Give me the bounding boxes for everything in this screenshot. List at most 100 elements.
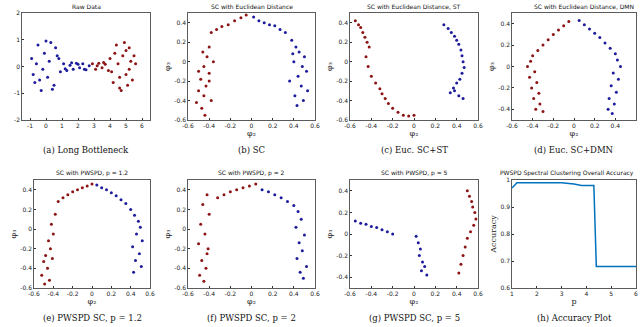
svg-text:6: 6 [140, 122, 144, 129]
svg-text:(f) PWSPD SC, p = 2: (f) PWSPD SC, p = 2 [207, 313, 296, 323]
svg-text:0: 0 [344, 58, 348, 65]
svg-text:6: 6 [634, 290, 638, 297]
svg-text:-0.2: -0.2 [336, 77, 348, 84]
svg-text:0.4: 0.4 [452, 122, 462, 129]
svg-text:0.2: 0.2 [500, 41, 510, 48]
svg-text:-0.4: -0.4 [365, 290, 377, 297]
svg-text:0.8: 0.8 [500, 230, 510, 237]
svg-text:φ₃: φ₃ [325, 230, 334, 239]
svg-text:(g) PWSPD SC, p = 5: (g) PWSPD SC, p = 5 [369, 313, 460, 323]
svg-text:0: 0 [344, 230, 348, 237]
svg-text:1: 1 [506, 176, 510, 183]
svg-text:0.4: 0.4 [338, 187, 348, 194]
svg-text:φ₂: φ₂ [410, 129, 419, 138]
svg-text:0: 0 [44, 122, 48, 129]
svg-text:(h) Accuracy Plot: (h) Accuracy Plot [537, 313, 612, 323]
svg-text:-0.4: -0.4 [336, 97, 348, 104]
svg-text:SC with Euclidean Distance, DM: SC with Euclidean Distance, DMN [534, 3, 634, 10]
svg-text:-0.4: -0.4 [20, 264, 32, 271]
svg-text:0.6: 0.6 [145, 290, 155, 297]
svg-text:0.4: 0.4 [22, 186, 32, 193]
svg-text:-0.4: -0.4 [498, 105, 510, 112]
svg-text:0.2: 0.2 [176, 206, 186, 213]
svg-text:3: 3 [92, 122, 96, 129]
svg-text:(a) Long Bottleneck: (a) Long Bottleneck [43, 145, 129, 155]
svg-text:0.7: 0.7 [500, 257, 510, 264]
svg-text:-0.6: -0.6 [336, 116, 348, 123]
svg-text:-0.6: -0.6 [182, 122, 194, 129]
svg-text:SC with PWSPD, p = 1.2: SC with PWSPD, p = 1.2 [56, 169, 128, 177]
svg-text:4: 4 [108, 122, 112, 129]
svg-text:0.4: 0.4 [176, 19, 186, 26]
svg-text:0: 0 [250, 290, 254, 297]
svg-text:-0.6: -0.6 [20, 284, 32, 291]
svg-text:0.4: 0.4 [289, 290, 299, 297]
svg-text:0.4: 0.4 [126, 290, 136, 297]
svg-text:-0.4: -0.4 [174, 264, 186, 271]
svg-text:φ₃: φ₃ [9, 230, 18, 239]
svg-text:(c) Euc. SC+ST: (c) Euc. SC+ST [381, 145, 448, 155]
svg-text:-0.4: -0.4 [365, 122, 377, 129]
svg-text:-0.6: -0.6 [174, 116, 186, 123]
svg-text:p: p [571, 297, 576, 306]
svg-text:0: 0 [28, 225, 32, 232]
svg-text:φ₃: φ₃ [325, 62, 334, 71]
svg-text:φ₂: φ₂ [247, 129, 256, 138]
svg-text:0.4: 0.4 [176, 186, 186, 193]
svg-text:0: 0 [90, 290, 94, 297]
svg-text:-0.4: -0.4 [47, 290, 59, 297]
svg-text:0.2: 0.2 [590, 122, 600, 129]
svg-text:0.2: 0.2 [176, 38, 186, 45]
svg-text:5: 5 [609, 290, 613, 297]
svg-text:0.2: 0.2 [338, 209, 348, 216]
svg-text:0: 0 [182, 58, 186, 65]
svg-text:SC with PWSPD, p = 5: SC with PWSPD, p = 5 [381, 169, 448, 177]
svg-text:-0.2: -0.2 [336, 252, 348, 259]
svg-text:0: 0 [182, 225, 186, 232]
svg-text:SC with PWSPD, p = 2: SC with PWSPD, p = 2 [218, 169, 285, 177]
svg-text:φ₃: φ₃ [163, 230, 172, 239]
svg-text:0.6: 0.6 [310, 122, 320, 129]
svg-text:-0.6: -0.6 [182, 290, 194, 297]
svg-text:φ₂: φ₂ [247, 297, 256, 306]
svg-text:4: 4 [584, 290, 588, 297]
svg-text:2: 2 [16, 9, 20, 16]
svg-text:-0.2: -0.2 [67, 290, 79, 297]
svg-text:0.6: 0.6 [473, 122, 483, 129]
svg-text:0: 0 [412, 290, 416, 297]
svg-text:-0.4: -0.4 [203, 122, 215, 129]
svg-text:0.2: 0.2 [338, 38, 348, 45]
svg-text:0.4: 0.4 [338, 19, 348, 26]
svg-text:0.2: 0.2 [431, 122, 441, 129]
svg-text:0.6: 0.6 [310, 290, 320, 297]
svg-text:0.2: 0.2 [268, 290, 278, 297]
svg-text:φ₂: φ₂ [88, 297, 97, 306]
svg-text:0: 0 [572, 122, 576, 129]
svg-text:-0.4: -0.4 [527, 122, 539, 129]
svg-text:φ₂: φ₂ [570, 129, 579, 138]
svg-text:0.9: 0.9 [500, 203, 510, 210]
svg-text:SC with Euclidean Distance: SC with Euclidean Distance [211, 3, 293, 10]
svg-text:-0.2: -0.2 [224, 290, 236, 297]
svg-text:-0.2: -0.2 [498, 84, 510, 91]
svg-text:0.2: 0.2 [268, 122, 278, 129]
svg-text:-0.2: -0.2 [387, 122, 399, 129]
svg-text:PWSPD Spectral Clustering Over: PWSPD Spectral Clustering Overall Accura… [500, 169, 634, 177]
svg-text:Accuracy: Accuracy [489, 215, 498, 254]
svg-text:-1: -1 [27, 122, 33, 129]
svg-text:-0.2: -0.2 [224, 122, 236, 129]
svg-text:0: 0 [16, 63, 20, 70]
svg-text:(d) Euc. SC+DMN: (d) Euc. SC+DMN [534, 145, 614, 155]
svg-text:1: 1 [510, 290, 514, 297]
svg-text:φ₃: φ₃ [487, 62, 496, 71]
svg-text:0: 0 [412, 122, 416, 129]
svg-text:0.6: 0.6 [473, 290, 483, 297]
svg-text:-1: -1 [14, 89, 20, 96]
svg-text:-0.4: -0.4 [174, 97, 186, 104]
svg-text:-0.2: -0.2 [174, 77, 186, 84]
svg-text:-0.6: -0.6 [506, 122, 518, 129]
svg-text:2: 2 [76, 122, 80, 129]
svg-text:0: 0 [506, 63, 510, 70]
svg-text:1: 1 [16, 36, 20, 43]
svg-text:2: 2 [535, 290, 539, 297]
